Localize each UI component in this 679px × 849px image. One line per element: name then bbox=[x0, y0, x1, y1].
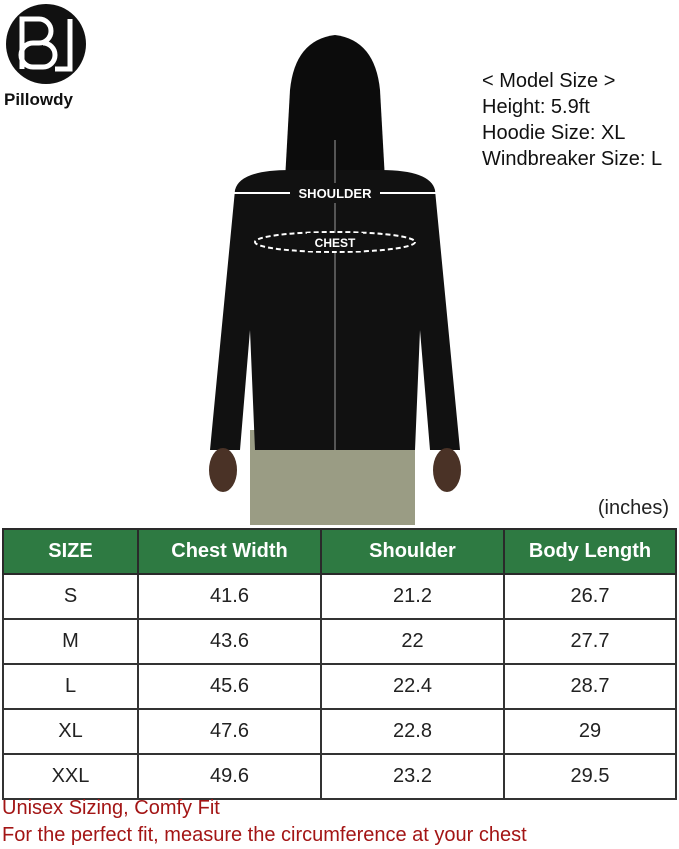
table-cell: 22 bbox=[320, 618, 505, 665]
pillowdy-logo bbox=[6, 4, 86, 84]
header-chest-width: Chest Width bbox=[137, 528, 322, 575]
table-cell: 29 bbox=[503, 708, 677, 755]
table-cell: 47.6 bbox=[137, 708, 322, 755]
table-cell: 22.4 bbox=[320, 663, 505, 710]
table-cell: 23.2 bbox=[320, 753, 505, 800]
table-row: XL 47.6 22.8 29 bbox=[2, 708, 677, 755]
model-windbreaker-size: Windbreaker Size: L bbox=[482, 148, 663, 170]
table-cell: XL bbox=[2, 708, 139, 755]
table-cell: 26.7 bbox=[503, 573, 677, 620]
brand-name: Pillowdy bbox=[4, 90, 73, 109]
table-cell: 45.6 bbox=[137, 663, 322, 710]
table-cell: XXL bbox=[2, 753, 139, 800]
table-cell: 22.8 bbox=[320, 708, 505, 755]
chest-label: CHEST bbox=[315, 236, 356, 250]
units-label: (inches) bbox=[597, 497, 669, 519]
table-cell: 29.5 bbox=[503, 753, 677, 800]
note-unisex: Unisex Sizing, Comfy Fit bbox=[2, 797, 220, 819]
table-header-row: SIZE Chest Width Shoulder Body Length bbox=[2, 528, 677, 575]
table-row: M 43.6 22 27.7 bbox=[2, 618, 677, 665]
model-photo: SHOULDER CHEST bbox=[209, 35, 461, 525]
table-cell: 43.6 bbox=[137, 618, 322, 665]
table-cell: 49.6 bbox=[137, 753, 322, 800]
table-cell: 28.7 bbox=[503, 663, 677, 710]
table-row: L 45.6 22.4 28.7 bbox=[2, 663, 677, 710]
header-body-length: Body Length bbox=[503, 528, 677, 575]
model-height: Height: 5.9ft bbox=[482, 96, 590, 118]
shoulder-label: SHOULDER bbox=[299, 186, 373, 201]
model-size-title: < Model Size > bbox=[482, 70, 616, 92]
model-size-info: < Model Size > Height: 5.9ft Hoodie Size… bbox=[482, 68, 662, 172]
table-cell: M bbox=[2, 618, 139, 665]
table-cell: 21.2 bbox=[320, 573, 505, 620]
table-row: S 41.6 21.2 26.7 bbox=[2, 573, 677, 620]
table-row: XXL 49.6 23.2 29.5 bbox=[2, 753, 677, 800]
table-cell: L bbox=[2, 663, 139, 710]
table-cell: 41.6 bbox=[137, 573, 322, 620]
header-shoulder: Shoulder bbox=[320, 528, 505, 575]
note-measure: For the perfect fit, measure the circumf… bbox=[2, 824, 527, 846]
model-hoodie-size: Hoodie Size: XL bbox=[482, 122, 626, 144]
table-cell: 27.7 bbox=[503, 618, 677, 665]
header-size: SIZE bbox=[2, 528, 139, 575]
table-cell: S bbox=[2, 573, 139, 620]
